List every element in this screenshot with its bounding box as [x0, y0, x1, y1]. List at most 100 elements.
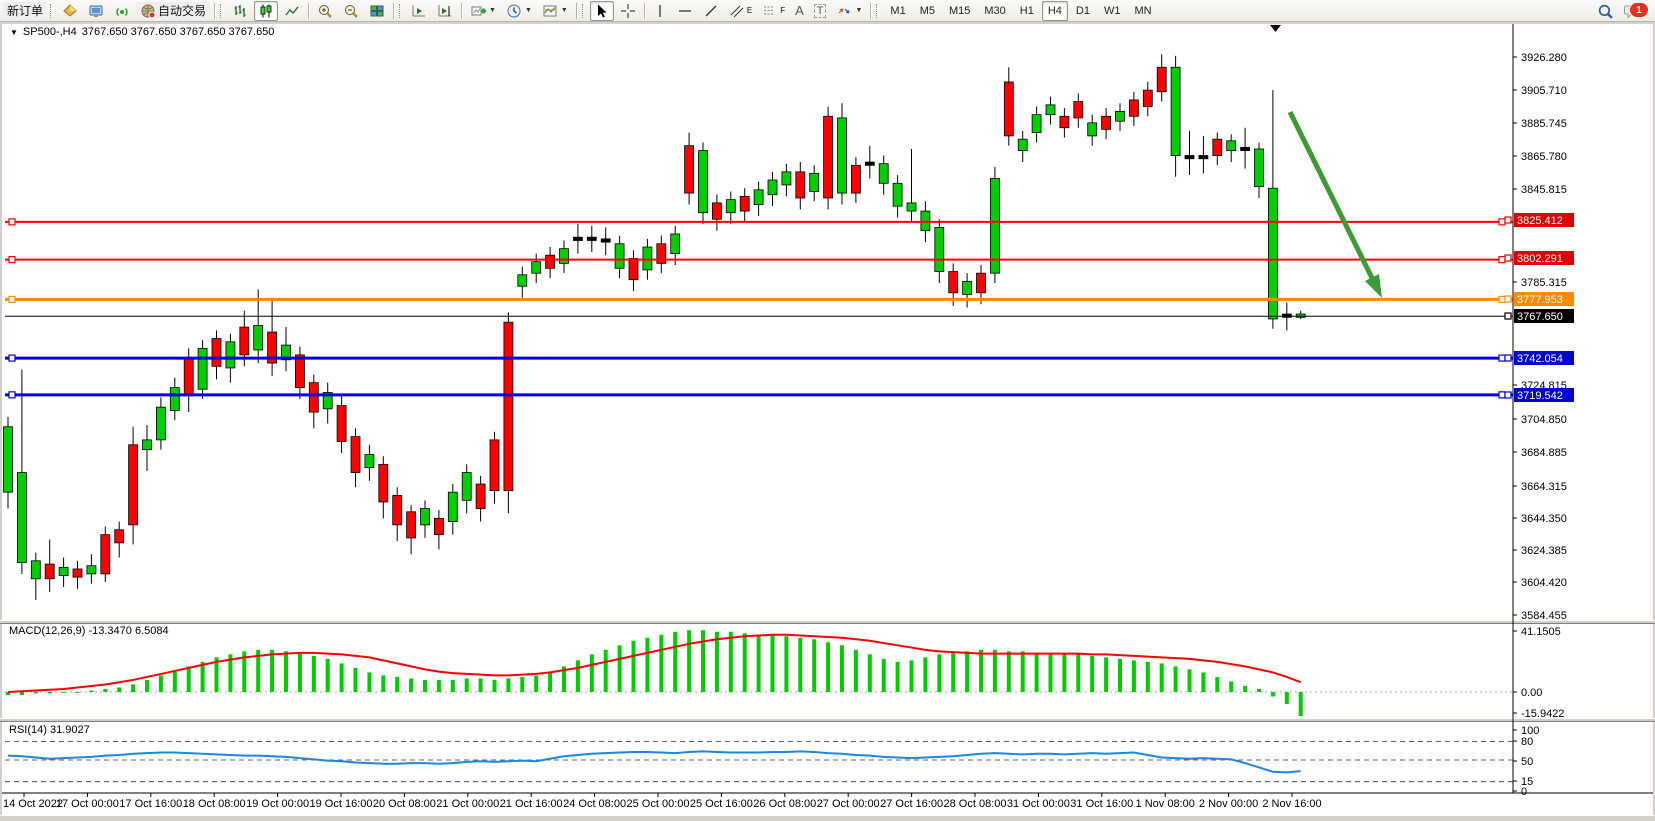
svg-text:80: 80	[1521, 736, 1533, 748]
svg-text:24 Oct 08:00: 24 Oct 08:00	[563, 798, 626, 810]
toolbar-grip	[876, 3, 880, 18]
svg-text:21 Oct 00:00: 21 Oct 00:00	[436, 798, 499, 810]
chart-shift-marker	[1270, 25, 1281, 32]
price-badge-3802.291: 3802.291	[1504, 251, 1574, 265]
tab-timeframe-h1[interactable]: H1	[1019, 4, 1034, 17]
tile-windows-icon[interactable]	[365, 1, 389, 21]
chevron-down-icon: ▼	[524, 7, 532, 14]
svg-text:2 Nov 16:00: 2 Nov 16:00	[1262, 798, 1321, 810]
tab-timeframe-h4[interactable]: H4	[1041, 0, 1068, 21]
chart-shift-icon[interactable]	[433, 1, 457, 21]
tab-timeframe-m30[interactable]: M30	[984, 4, 1006, 17]
chevron-down-icon: ▼	[489, 7, 496, 14]
svg-text:17 Oct 16:00: 17 Oct 16:00	[119, 798, 182, 810]
toolbar-separator	[393, 2, 395, 19]
svg-text:41.1505: 41.1505	[1521, 626, 1561, 638]
svg-text:18 Oct 08:00: 18 Oct 08:00	[183, 798, 246, 810]
svg-text:3825.412: 3825.412	[1517, 215, 1563, 227]
svg-text:27 Oct 00:00: 27 Oct 00:00	[817, 798, 880, 810]
svg-text:3777.953: 3777.953	[1517, 294, 1563, 306]
line-chart-type-icon[interactable]	[280, 1, 304, 21]
svg-text:21 Oct 16:00: 21 Oct 16:00	[500, 798, 563, 810]
toolbar-grip	[50, 3, 54, 18]
svg-text:50: 50	[1521, 756, 1533, 768]
candlestick-chart-type-icon[interactable]	[254, 0, 279, 21]
trend-arrow[interactable]	[1287, 110, 1382, 298]
price-axis[interactable]: 3926.280 3905.710 3885.745 3865.780 3845.815…	[1504, 24, 1574, 798]
chart-symbol-period: SP500-,H4	[22, 26, 77, 38]
svg-text:-15.9422: -15.9422	[1521, 708, 1564, 720]
svg-text:3704.850: 3704.850	[1521, 414, 1567, 426]
quotes-window-icon[interactable]	[84, 1, 108, 21]
tab-timeframe-d1[interactable]: D1	[1075, 4, 1090, 17]
svg-text:3742.054: 3742.054	[1517, 353, 1563, 365]
toolbar-separator	[870, 2, 872, 19]
price-badge-3742.054: 3742.054	[1504, 351, 1574, 365]
chat-icon[interactable]: 1	[1620, 1, 1650, 21]
svg-text:3845.815: 3845.815	[1521, 184, 1567, 196]
templates-icon[interactable]: ▼	[538, 1, 572, 21]
svg-text:19 Oct 16:00: 19 Oct 16:00	[310, 798, 373, 810]
svg-text:3624.385: 3624.385	[1521, 545, 1567, 557]
channel-letter: E	[746, 6, 753, 15]
svg-text:25 Oct 16:00: 25 Oct 16:00	[690, 798, 753, 810]
rsi-pane	[5, 741, 1513, 783]
channel-tool-icon[interactable]: E	[725, 1, 756, 21]
svg-text:3584.455: 3584.455	[1521, 610, 1567, 622]
chevron-down-icon: ▼	[560, 7, 568, 14]
toolbar-separator	[214, 2, 216, 19]
macd-pane	[5, 630, 1513, 717]
arrows-tool-icon[interactable]: ▼	[832, 1, 866, 21]
svg-text:3905.710: 3905.710	[1521, 85, 1567, 97]
chevron-down-icon: ▼	[855, 7, 863, 14]
horizontal-line-tool-icon[interactable]	[673, 1, 697, 21]
main-toolbar: 新订单 自动交易 ▼	[0, 0, 1655, 22]
svg-text:14 Oct 2022: 14 Oct 2022	[3, 798, 63, 810]
search-icon[interactable]	[1593, 1, 1618, 21]
fibonacci-tool-icon[interactable]: F	[758, 1, 789, 21]
svg-text:3785.315: 3785.315	[1521, 277, 1567, 289]
crosshair-icon[interactable]	[616, 1, 640, 21]
price-badge-3825.412: 3825.412	[1504, 213, 1574, 227]
autotrade-button[interactable]: 自动交易	[136, 1, 211, 20]
toolbar-separator	[308, 2, 310, 19]
tab-timeframe-m15[interactable]: M15	[948, 4, 971, 17]
auto-scroll-icon[interactable]	[407, 1, 431, 21]
bar-chart-type-icon[interactable]	[228, 1, 252, 21]
zoom-out-icon[interactable]	[339, 1, 363, 21]
market-icon[interactable]	[58, 1, 82, 21]
svg-text:0: 0	[1521, 786, 1527, 798]
tab-timeframe-m1[interactable]: M1	[890, 4, 906, 17]
autotrade-globe-icon	[141, 4, 156, 18]
vertical-line-tool-icon[interactable]	[649, 1, 671, 21]
svg-text:28 Oct 08:00: 28 Oct 08:00	[944, 798, 1007, 810]
symbol-dropdown-icon[interactable]: ▼	[10, 27, 18, 37]
svg-text:26 Oct 08:00: 26 Oct 08:00	[753, 798, 816, 810]
trendline-tool-icon[interactable]	[699, 1, 723, 21]
cursor-icon[interactable]	[589, 0, 614, 21]
tab-timeframe-w1[interactable]: W1	[1103, 4, 1121, 17]
text-tool-icon[interactable]: A	[795, 3, 804, 18]
svg-text:17 Oct 00:00: 17 Oct 00:00	[56, 798, 119, 810]
text-label-tool-icon[interactable]: T	[810, 1, 831, 21]
tab-timeframe-m5[interactable]: M5	[919, 4, 935, 17]
svg-text:2 Nov 00:00: 2 Nov 00:00	[1199, 798, 1258, 810]
svg-text:3865.780: 3865.780	[1521, 151, 1567, 163]
price-badge-3777.953: 3777.953	[1504, 292, 1574, 306]
toolbar-separator	[461, 2, 463, 19]
svg-text:31 Oct 16:00: 31 Oct 16:00	[1070, 798, 1133, 810]
chart-ohlc-quotes: 3767.650 3767.650 3767.650 3767.650	[81, 26, 275, 38]
svg-text:15: 15	[1521, 776, 1533, 788]
notification-badge[interactable]: 1	[1629, 2, 1649, 18]
new-chart-icon[interactable]: ▼	[466, 1, 500, 21]
new-order-button[interactable]: 新订单	[3, 1, 48, 20]
zoom-in-icon[interactable]	[313, 1, 337, 21]
signals-icon[interactable]	[110, 1, 134, 21]
rsi-indicator-label: RSI(14) 31.9027	[9, 724, 90, 736]
svg-text:20 Oct 08:00: 20 Oct 08:00	[373, 798, 436, 810]
periods-clock-icon[interactable]: ▼	[502, 1, 536, 21]
hlines-layer	[5, 218, 1513, 399]
tab-timeframe-mn[interactable]: MN	[1134, 4, 1152, 17]
